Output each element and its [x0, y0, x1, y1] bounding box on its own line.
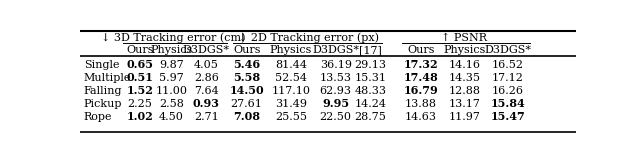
Text: 62.93: 62.93: [320, 86, 352, 96]
Text: 16.52: 16.52: [492, 60, 524, 70]
Text: D3DGS*: D3DGS*: [484, 45, 531, 55]
Text: 48.33: 48.33: [355, 86, 387, 96]
Text: 2.86: 2.86: [194, 73, 219, 83]
Text: 12.88: 12.88: [449, 86, 481, 96]
Text: 5.46: 5.46: [233, 59, 260, 70]
Text: Physics: Physics: [269, 45, 312, 55]
Text: 9.95: 9.95: [322, 98, 349, 109]
Text: 15.84: 15.84: [490, 98, 525, 109]
Text: 17.32: 17.32: [404, 59, 438, 70]
Text: 0.93: 0.93: [193, 98, 220, 109]
Text: 0.65: 0.65: [126, 59, 153, 70]
Text: 1.02: 1.02: [126, 111, 153, 123]
Text: 0.51: 0.51: [126, 72, 153, 83]
Text: Single: Single: [84, 60, 120, 70]
Text: 2.71: 2.71: [194, 112, 219, 122]
Text: Pickup: Pickup: [84, 99, 122, 109]
Text: 28.75: 28.75: [355, 112, 387, 122]
Text: 4.50: 4.50: [159, 112, 184, 122]
Text: 11.97: 11.97: [449, 112, 481, 122]
Text: 14.50: 14.50: [229, 85, 264, 96]
Text: 1.52: 1.52: [126, 85, 153, 96]
Text: 14.35: 14.35: [449, 73, 481, 83]
Text: 36.19: 36.19: [320, 60, 352, 70]
Text: ↓ 2D Tracking error (px): ↓ 2D Tracking error (px): [238, 32, 379, 43]
Text: 13.53: 13.53: [320, 73, 352, 83]
Text: 13.17: 13.17: [449, 99, 481, 109]
Text: [17]: [17]: [359, 45, 382, 55]
Text: 117.10: 117.10: [271, 86, 310, 96]
Text: 5.97: 5.97: [159, 73, 184, 83]
Text: 15.47: 15.47: [490, 111, 525, 123]
Text: ↑ PSNR: ↑ PSNR: [442, 33, 488, 43]
Text: Rope: Rope: [84, 112, 113, 122]
Text: 17.48: 17.48: [404, 72, 438, 83]
Text: Physics: Physics: [444, 45, 486, 55]
Text: 14.16: 14.16: [449, 60, 481, 70]
Text: 5.58: 5.58: [233, 72, 260, 83]
Text: 16.79: 16.79: [404, 85, 438, 96]
Text: 13.88: 13.88: [405, 99, 437, 109]
Text: 27.61: 27.61: [230, 99, 262, 109]
Text: 2.58: 2.58: [159, 99, 184, 109]
Text: Falling: Falling: [84, 86, 122, 96]
Text: 81.44: 81.44: [275, 60, 307, 70]
Text: 25.55: 25.55: [275, 112, 307, 122]
Text: 7.08: 7.08: [233, 111, 260, 123]
Text: 52.54: 52.54: [275, 73, 307, 83]
Text: Multiple: Multiple: [84, 73, 131, 83]
Text: 14.24: 14.24: [355, 99, 387, 109]
Text: D3DGS*: D3DGS*: [183, 45, 230, 55]
Text: 14.63: 14.63: [405, 112, 437, 122]
Text: ↓ 3D Tracking error (cm): ↓ 3D Tracking error (cm): [100, 32, 245, 43]
Text: Ours: Ours: [407, 45, 435, 55]
Text: 11.00: 11.00: [156, 86, 188, 96]
Text: Ours: Ours: [126, 45, 154, 55]
Text: 15.31: 15.31: [355, 73, 387, 83]
Text: Ours: Ours: [233, 45, 260, 55]
Text: D3DGS*: D3DGS*: [312, 45, 359, 55]
Text: 22.50: 22.50: [320, 112, 352, 122]
Text: 16.26: 16.26: [492, 86, 524, 96]
Text: 31.49: 31.49: [275, 99, 307, 109]
Text: Physics: Physics: [150, 45, 193, 55]
Text: 2.25: 2.25: [127, 99, 152, 109]
Text: 17.12: 17.12: [492, 73, 524, 83]
Text: 4.05: 4.05: [194, 60, 219, 70]
Text: 29.13: 29.13: [355, 60, 387, 70]
Text: 9.87: 9.87: [159, 60, 184, 70]
Text: 7.64: 7.64: [194, 86, 219, 96]
